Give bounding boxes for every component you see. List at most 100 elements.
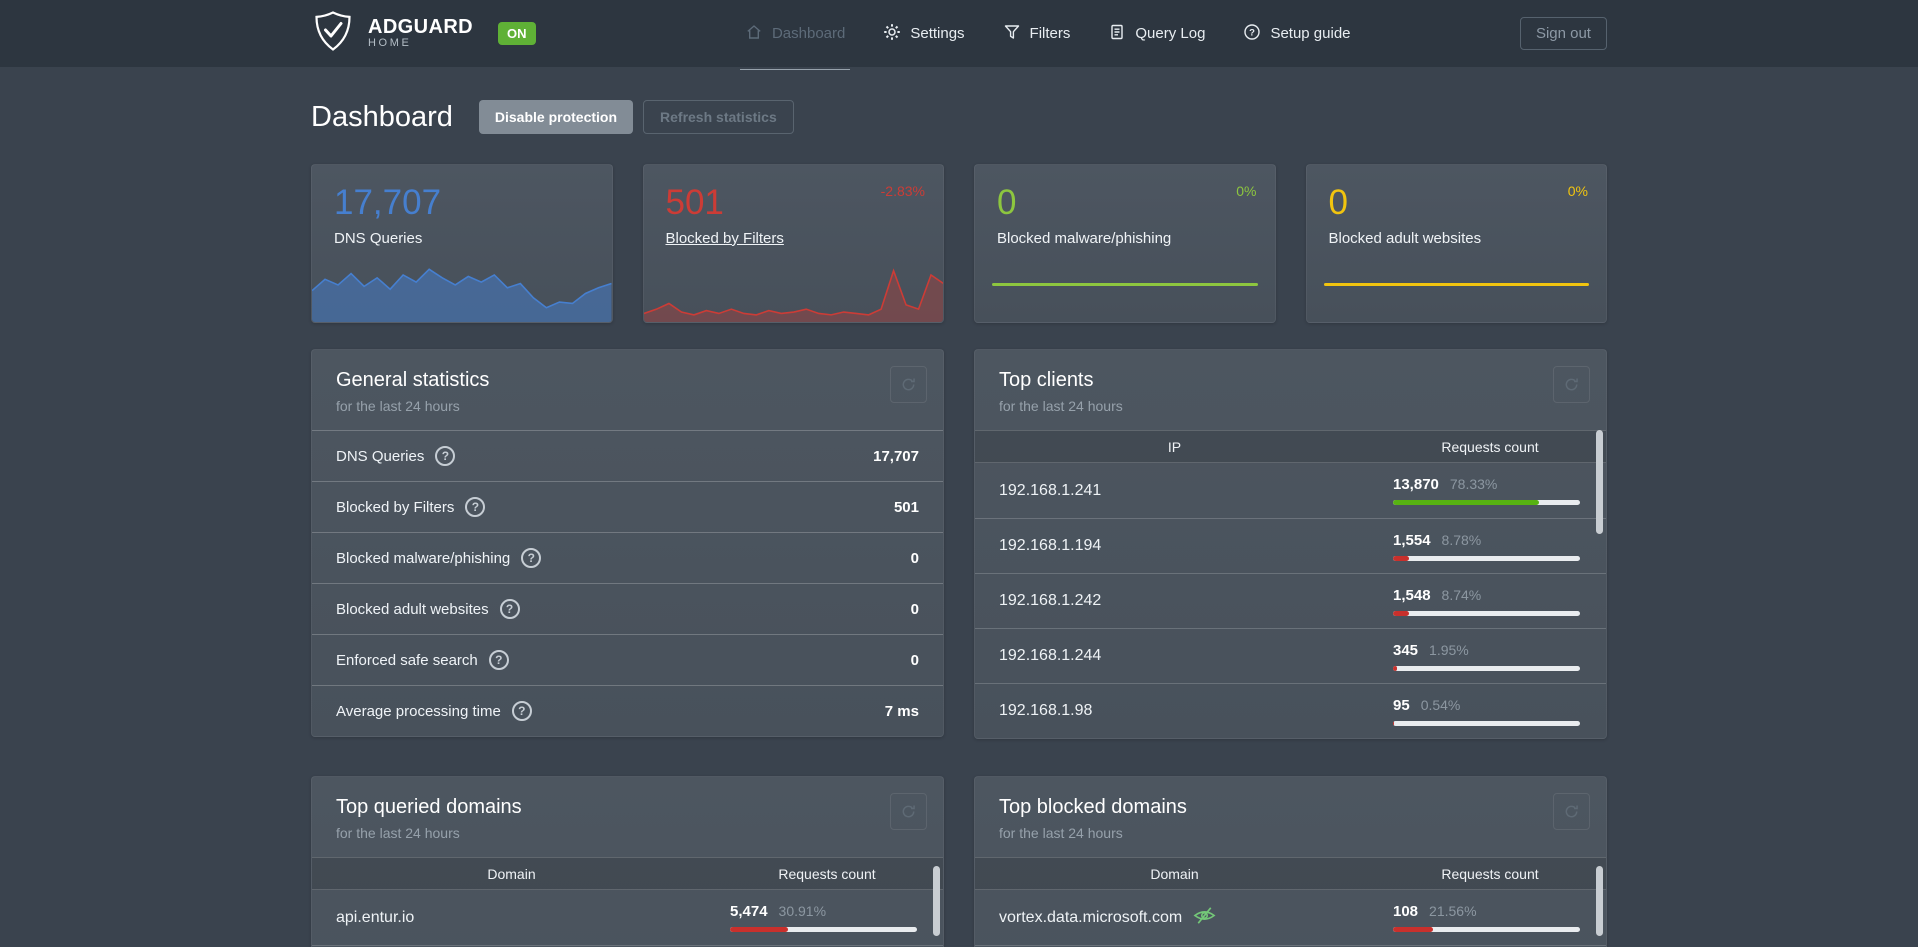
stat-cards-row: 17,707 DNS Queries -2.83% 501 Blocked by Fil… xyxy=(311,164,1607,323)
column-header-requests: Requests count xyxy=(778,865,876,882)
flat-trend-line xyxy=(1323,283,1589,286)
stat-row-label: Blocked malware/phishing xyxy=(336,549,511,567)
stat-card-value: 501 xyxy=(665,183,724,222)
nav-item-setup-guide[interactable]: ? Setup guide xyxy=(1243,0,1351,67)
help-circle-icon: ? xyxy=(1243,23,1261,45)
nav-item-filters[interactable]: Filters xyxy=(1003,0,1071,67)
stat-row-label: Blocked adult websites xyxy=(336,600,489,618)
question-icon[interactable]: ? xyxy=(521,548,542,568)
navbar: ADGUARD HOME ON Dashboard Settings Filters… xyxy=(0,0,1918,70)
refresh-icon[interactable] xyxy=(1553,366,1590,403)
table-row-name: 192.168.1.242 xyxy=(999,592,1102,609)
stat-card-label: Blocked malware/phishing xyxy=(997,229,1172,247)
requests-percent: 30.91% xyxy=(778,903,827,919)
flat-trend-line xyxy=(992,283,1258,286)
stat-card: 17,707 DNS Queries xyxy=(311,164,613,323)
stat-card-label[interactable]: Blocked by Filters xyxy=(665,229,784,247)
column-header-domain: Domain xyxy=(487,865,536,882)
requests-percent: 8.78% xyxy=(1441,531,1482,548)
sparkline-chart xyxy=(312,265,612,322)
stat-card-label: DNS Queries xyxy=(334,229,423,247)
table-row-name: 192.168.1.194 xyxy=(999,537,1102,554)
scrollbar-thumb[interactable] xyxy=(1596,430,1603,534)
top-blocked-domains-panel: Top blocked domains for the last 24 hour… xyxy=(974,776,1607,947)
table-row: 192.168.1.98 95 0.54% xyxy=(975,683,1606,738)
stat-row-value: 0 xyxy=(910,549,919,567)
filter-icon xyxy=(1003,23,1021,45)
page-header: Dashboard Disable protection Refresh sta… xyxy=(311,100,1607,134)
stat-row: Blocked malware/phishing? 0 xyxy=(312,532,943,583)
table-row: 192.168.1.194 1,554 8.78% xyxy=(975,518,1606,573)
gear-icon xyxy=(883,23,901,45)
question-icon[interactable]: ? xyxy=(465,497,486,517)
table-row-name: 192.168.1.244 xyxy=(999,647,1102,664)
requests-percent: 1.95% xyxy=(1429,641,1469,658)
query-log-icon xyxy=(1108,23,1126,45)
stat-row-label: DNS Queries xyxy=(336,447,425,465)
stat-row: DNS Queries? 17,707 xyxy=(312,430,943,481)
top-queried-domains-panel: Top queried domains for the last 24 hour… xyxy=(311,776,944,947)
table-row: vortex.data.microsoft.com 108 21.56% xyxy=(975,890,1606,945)
progress-bar xyxy=(1393,665,1580,671)
svg-text:?: ? xyxy=(1250,27,1256,38)
scrollbar-thumb[interactable] xyxy=(933,866,940,936)
table-header: Domain Requests count xyxy=(975,857,1606,890)
panel-title: Top queried domains xyxy=(336,796,522,818)
table-header: IP Requests count xyxy=(975,430,1606,463)
table-row: api.entur.io 5,474 30.91% xyxy=(312,890,943,945)
brand-text: ADGUARD HOME xyxy=(368,17,473,50)
refresh-icon[interactable] xyxy=(1553,793,1590,830)
stat-row: Blocked adult websites? 0 xyxy=(312,583,943,634)
progress-bar xyxy=(730,927,917,932)
table-row xyxy=(975,945,1606,947)
stat-card-label: Blocked adult websites xyxy=(1328,229,1482,247)
stat-card-trend: 0% xyxy=(1567,183,1588,199)
nav-menu: Dashboard Settings Filters Query Log? Setup … xyxy=(705,0,1351,70)
question-icon[interactable]: ? xyxy=(511,701,532,721)
scrollbar-thumb[interactable] xyxy=(1596,866,1603,936)
refresh-icon[interactable] xyxy=(890,793,927,830)
stat-card: -2.83% 501 Blocked by Filters xyxy=(642,164,944,323)
page-title: Dashboard xyxy=(311,100,453,133)
panel-title: Top blocked domains xyxy=(999,796,1187,818)
refresh-icon[interactable] xyxy=(890,366,927,403)
nav-item-label: Settings xyxy=(910,25,965,42)
table-row xyxy=(312,945,943,947)
refresh-statistics-button[interactable]: Refresh statistics xyxy=(643,100,794,134)
nav-item-label: Filters xyxy=(1029,25,1071,42)
requests-count: 95 xyxy=(1393,696,1410,714)
question-icon[interactable]: ? xyxy=(435,446,456,466)
stat-row-value: 7 ms xyxy=(884,702,919,720)
sign-out-button[interactable]: Sign out xyxy=(1519,17,1607,50)
requests-count: 13,870 xyxy=(1393,476,1439,493)
column-header-requests: Requests count xyxy=(1441,865,1539,882)
stat-row: Enforced safe search? 0 xyxy=(312,634,943,685)
progress-bar xyxy=(1393,500,1580,505)
stat-row-label: Enforced safe search xyxy=(336,651,478,669)
stat-card-value: 0 xyxy=(997,183,1017,222)
question-icon[interactable]: ? xyxy=(488,650,509,670)
nav-item-query-log[interactable]: Query Log xyxy=(1108,0,1205,67)
brand[interactable]: ADGUARD HOME ON xyxy=(311,9,536,58)
disable-protection-button[interactable]: Disable protection xyxy=(478,100,634,134)
brand-name: ADGUARD xyxy=(368,16,474,39)
requests-count: 1,548 xyxy=(1393,586,1431,604)
panel-subtitle: for the last 24 hours xyxy=(336,825,460,841)
nav-item-label: Setup guide xyxy=(1270,25,1351,42)
column-header-domain: Domain xyxy=(1150,865,1199,882)
eye-off-icon[interactable] xyxy=(1192,903,1217,933)
requests-count: 5,474 xyxy=(730,903,768,920)
nav-item-settings[interactable]: Settings xyxy=(883,0,965,67)
requests-percent: 0.54% xyxy=(1420,696,1461,713)
stat-card: 0% 0 Blocked adult websites xyxy=(1305,164,1607,323)
nav-item-dashboard[interactable]: Dashboard xyxy=(739,0,851,70)
stat-card-value: 0 xyxy=(1328,183,1348,222)
stat-row-value: 0 xyxy=(910,651,919,669)
requests-count: 345 xyxy=(1393,641,1419,659)
protection-status-badge: ON xyxy=(498,22,536,45)
sparkline-chart xyxy=(643,265,943,322)
progress-bar xyxy=(1393,555,1580,561)
table-row: 192.168.1.241 13,870 78.33% xyxy=(975,463,1606,518)
question-icon[interactable]: ? xyxy=(499,599,520,619)
requests-percent: 21.56% xyxy=(1429,903,1477,919)
